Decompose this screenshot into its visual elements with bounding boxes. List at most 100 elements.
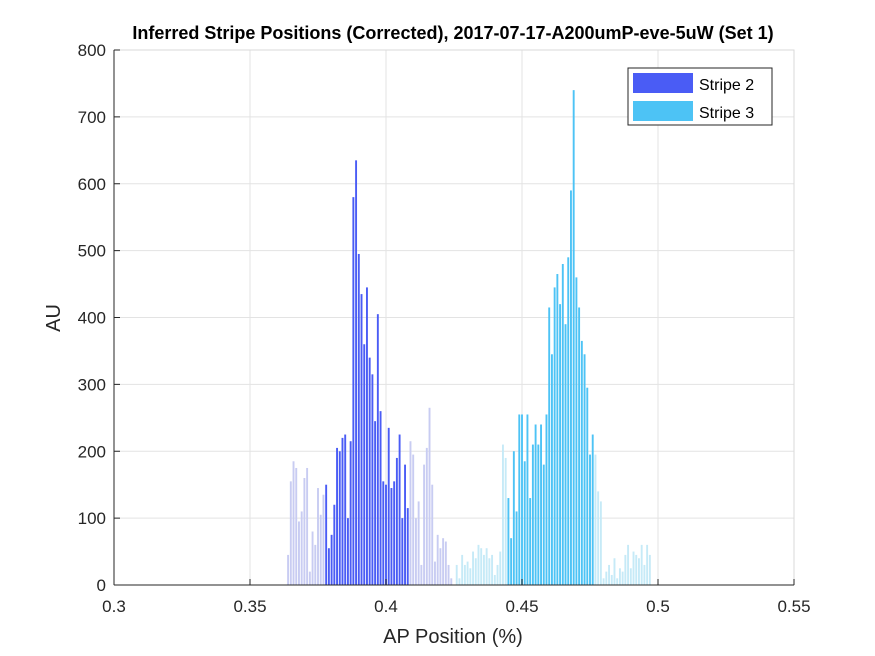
x-tick-label: 0.55: [777, 597, 810, 616]
bar: [295, 467, 298, 585]
bar: [338, 451, 341, 585]
bar: [507, 498, 510, 585]
bar: [404, 464, 406, 586]
bar: [314, 544, 317, 586]
bar: [395, 457, 398, 585]
bar: [540, 424, 542, 585]
bar: [455, 564, 458, 585]
x-tick-label: 0.45: [505, 597, 538, 616]
bar: [330, 534, 333, 585]
bar: [379, 411, 382, 586]
bar: [624, 554, 627, 585]
bar: [371, 374, 374, 585]
bar: [311, 531, 314, 585]
bar: [472, 551, 474, 585]
bar: [333, 504, 336, 585]
bar: [466, 561, 469, 585]
bar: [589, 454, 591, 585]
bar: [502, 444, 504, 585]
bar: [586, 387, 589, 585]
bar: [583, 354, 586, 585]
bar: [485, 548, 488, 585]
bar: [491, 554, 494, 585]
bar: [346, 518, 349, 586]
bar: [292, 461, 295, 585]
bar: [559, 304, 562, 586]
bar: [306, 467, 309, 585]
bar: [482, 554, 485, 585]
bar: [616, 578, 619, 585]
bar: [567, 257, 570, 585]
x-tick-label: 0.4: [374, 597, 398, 616]
bar: [417, 501, 420, 585]
x-axis-label: AP Position (%): [383, 626, 523, 648]
bar: [534, 424, 537, 585]
bar: [463, 564, 466, 585]
bar: [474, 558, 477, 585]
bar: [366, 287, 368, 585]
bar: [548, 307, 551, 585]
bar: [444, 541, 447, 585]
bar: [594, 454, 597, 585]
bar: [608, 564, 610, 585]
bar: [518, 414, 521, 585]
bar: [531, 444, 534, 585]
y-tick-label: 400: [78, 309, 106, 328]
bar: [401, 518, 404, 586]
bar: [529, 498, 532, 585]
bar: [425, 447, 428, 585]
bar: [439, 548, 442, 585]
series-stripe-2: [287, 160, 453, 586]
y-tick-label: 300: [78, 375, 106, 394]
bar: [461, 554, 464, 585]
bar: [570, 190, 572, 585]
bar: [526, 414, 529, 585]
bar: [368, 357, 371, 586]
bar: [537, 444, 540, 585]
bar: [319, 514, 322, 585]
bar: [556, 274, 559, 585]
y-tick-label: 600: [78, 175, 106, 194]
bar: [289, 481, 292, 585]
bar: [632, 551, 635, 585]
legend-label-stripe-3: Stripe 3: [699, 105, 754, 122]
y-tick-label: 500: [78, 242, 106, 261]
bar: [382, 481, 385, 585]
bar: [512, 451, 515, 585]
bar: [406, 508, 409, 585]
y-tick-label: 800: [78, 41, 106, 60]
bar: [572, 90, 575, 586]
bar: [648, 554, 651, 585]
bar: [303, 478, 306, 585]
bar: [480, 548, 483, 585]
bar: [521, 414, 523, 585]
bar: [327, 548, 330, 585]
legend-swatch-stripe-3: [633, 101, 693, 121]
bar: [545, 414, 548, 585]
bar: [550, 354, 553, 585]
bars: [287, 90, 651, 586]
bar: [496, 564, 499, 585]
bar: [504, 457, 507, 585]
x-tick-label: 0.3: [102, 597, 126, 616]
bar: [434, 561, 436, 585]
bar: [414, 518, 417, 586]
bar: [591, 434, 594, 585]
bar: [442, 538, 445, 585]
bar: [510, 538, 513, 585]
bar: [580, 340, 583, 585]
tick-labels: 0.3 0.35 0.4 0.45 0.5 0.55 0 100 200 300 400 500 600…: [78, 41, 811, 616]
bar: [458, 578, 461, 585]
bar: [469, 568, 472, 585]
bar: [553, 287, 556, 585]
bar: [643, 564, 646, 585]
bar: [325, 484, 328, 585]
bar: [420, 564, 423, 585]
bar: [308, 571, 311, 586]
bar: [317, 488, 319, 585]
bar: [646, 544, 649, 586]
bar: [298, 521, 300, 585]
bar: [561, 264, 564, 585]
bar: [341, 437, 344, 586]
bar: [602, 578, 605, 585]
